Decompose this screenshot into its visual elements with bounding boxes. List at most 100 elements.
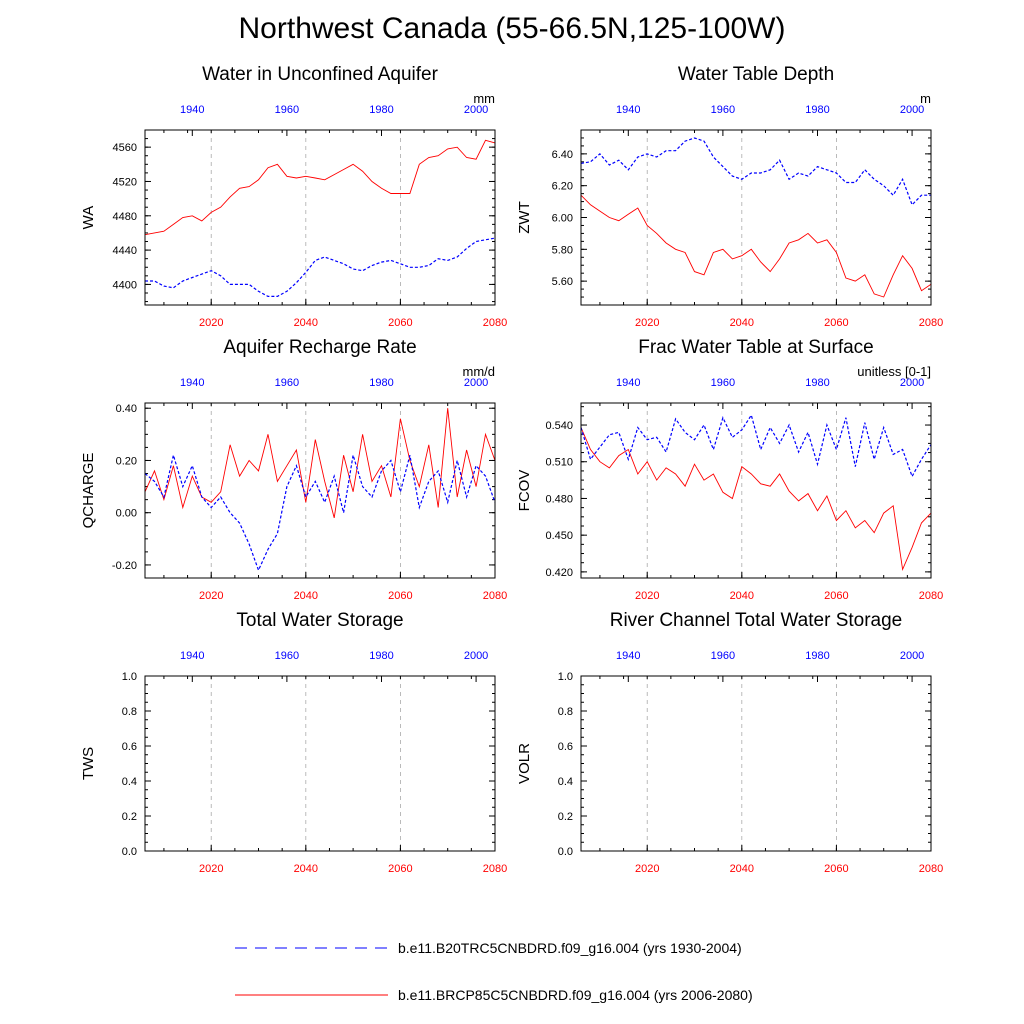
x-bottom-tick-label: 2080	[919, 863, 943, 875]
y-tick-label: 1.0	[122, 671, 137, 683]
x-top-tick-label: 1960	[275, 650, 299, 662]
units-label: unitless [0-1]	[857, 364, 931, 379]
x-top-tick-label: 1980	[805, 650, 829, 662]
y-axis-label: FCOV	[516, 470, 533, 512]
y-axis-label: ZWT	[516, 201, 533, 233]
x-top-tick-label: 1980	[369, 104, 393, 116]
x-top-tick-label: 2000	[900, 377, 924, 389]
x-top-tick-label: 1940	[616, 104, 640, 116]
x-top-tick-label: 1980	[369, 377, 393, 389]
panel-title: Aquifer Recharge Rate	[223, 337, 416, 358]
y-tick-label: 0.6	[122, 741, 137, 753]
units-label: m	[920, 91, 931, 106]
y-tick-label: 6.20	[552, 181, 573, 193]
x-top-tick-label: 2000	[464, 650, 488, 662]
x-top-tick-label: 1960	[275, 104, 299, 116]
y-axis-label: WA	[80, 206, 97, 230]
y-tick-label: 0.420	[545, 567, 573, 579]
y-tick-label: 4520	[113, 176, 137, 188]
x-bottom-tick-label: 2020	[199, 590, 223, 602]
y-tick-label: 4560	[113, 142, 137, 154]
series-line-future	[580, 427, 932, 572]
panel-zwt: Water Table Depth m ZWT 2020 2040 2060 2080 194…	[516, 64, 943, 329]
panel-tws: Total Water Storage TWS 2020 2040 2060 2080 19…	[80, 610, 507, 875]
y-tick-label: 0.8	[122, 706, 137, 718]
y-tick-label: 0.4	[122, 776, 137, 788]
series-line-hist	[144, 452, 496, 572]
plot-frame	[144, 402, 496, 579]
x-bottom-tick-label: 2040	[730, 590, 754, 602]
y-tick-label: 0.6	[558, 741, 573, 753]
y-tick-label: 6.00	[552, 213, 573, 225]
x-top-tick-label: 2000	[900, 104, 924, 116]
x-top-tick-label: 1940	[616, 650, 640, 662]
x-bottom-tick-label: 2040	[294, 317, 318, 329]
x-bottom-tick-label: 2060	[824, 863, 848, 875]
x-top-tick-label: 1940	[180, 104, 204, 116]
x-bottom-tick-label: 2060	[824, 317, 848, 329]
y-tick-label: 0.20	[116, 455, 137, 467]
panel-title: River Channel Total Water Storage	[610, 610, 903, 631]
x-bottom-tick-label: 2060	[388, 590, 412, 602]
x-bottom-tick-label: 2040	[294, 863, 318, 875]
y-tick-label: 0.510	[545, 457, 573, 469]
y-tick-label: -0.20	[112, 560, 137, 572]
y-tick-label: 0.8	[558, 706, 573, 718]
x-top-tick-label: 2000	[464, 377, 488, 389]
series-line-hist	[145, 237, 496, 297]
y-tick-label: 4480	[113, 211, 137, 223]
x-top-tick-label: 2000	[900, 650, 924, 662]
x-bottom-tick-label: 2040	[730, 863, 754, 875]
x-top-tick-label: 1960	[711, 104, 735, 116]
plot-frame	[580, 129, 932, 306]
y-tick-label: 5.60	[552, 276, 573, 288]
x-bottom-tick-label: 2060	[388, 317, 412, 329]
series-line-hist	[580, 413, 932, 478]
x-bottom-tick-label: 2060	[388, 863, 412, 875]
x-bottom-tick-label: 2020	[199, 863, 223, 875]
x-bottom-tick-label: 2080	[919, 590, 943, 602]
plot-frame	[144, 129, 496, 306]
y-tick-label: 4400	[113, 279, 137, 291]
y-tick-label: 6.40	[552, 149, 573, 161]
y-tick-label: 5.80	[552, 244, 573, 256]
x-top-tick-label: 1980	[805, 377, 829, 389]
x-top-tick-label: 1940	[616, 377, 640, 389]
plot-frame	[580, 675, 932, 852]
x-bottom-tick-label: 2040	[294, 590, 318, 602]
y-tick-label: 0.4	[558, 776, 573, 788]
x-top-tick-label: 1980	[369, 650, 393, 662]
panel-title: Frac Water Table at Surface	[638, 337, 874, 358]
panel-volr: River Channel Total Water Storage VOLR 202…	[516, 610, 943, 875]
y-axis-label: QCHARGE	[80, 453, 97, 529]
y-tick-label: 0.540	[545, 420, 573, 432]
x-bottom-tick-label: 2080	[483, 590, 507, 602]
y-tick-label: 0.0	[122, 846, 137, 858]
panel-title: Water in Unconfined Aquifer	[202, 64, 439, 85]
y-tick-label: 0.0	[558, 846, 573, 858]
x-bottom-tick-label: 2020	[635, 863, 659, 875]
y-tick-label: 0.00	[116, 508, 137, 520]
x-bottom-tick-label: 2020	[635, 590, 659, 602]
x-top-tick-label: 1980	[805, 104, 829, 116]
x-top-tick-label: 1940	[180, 650, 204, 662]
series-line-future	[580, 194, 932, 298]
y-tick-label: 0.480	[545, 493, 573, 505]
panel-title: Total Water Storage	[236, 610, 403, 631]
y-tick-label: 0.2	[558, 811, 573, 823]
units-label: mm	[473, 91, 495, 106]
y-tick-label: 4440	[113, 245, 137, 257]
x-bottom-tick-label: 2080	[483, 317, 507, 329]
y-axis-label: VOLR	[516, 743, 533, 784]
series-line-hist	[580, 137, 931, 206]
x-bottom-tick-label: 2020	[199, 317, 223, 329]
series-line-future	[144, 408, 496, 519]
y-axis-label: TWS	[80, 747, 97, 780]
panel-fcov: Frac Water Table at Surface unitless [0-1…	[516, 337, 943, 602]
y-tick-label: 0.40	[116, 403, 137, 415]
x-top-tick-label: 1960	[711, 650, 735, 662]
x-bottom-tick-label: 2020	[635, 317, 659, 329]
x-bottom-tick-label: 2080	[483, 863, 507, 875]
plot-frame	[144, 675, 496, 852]
x-bottom-tick-label: 2040	[730, 317, 754, 329]
